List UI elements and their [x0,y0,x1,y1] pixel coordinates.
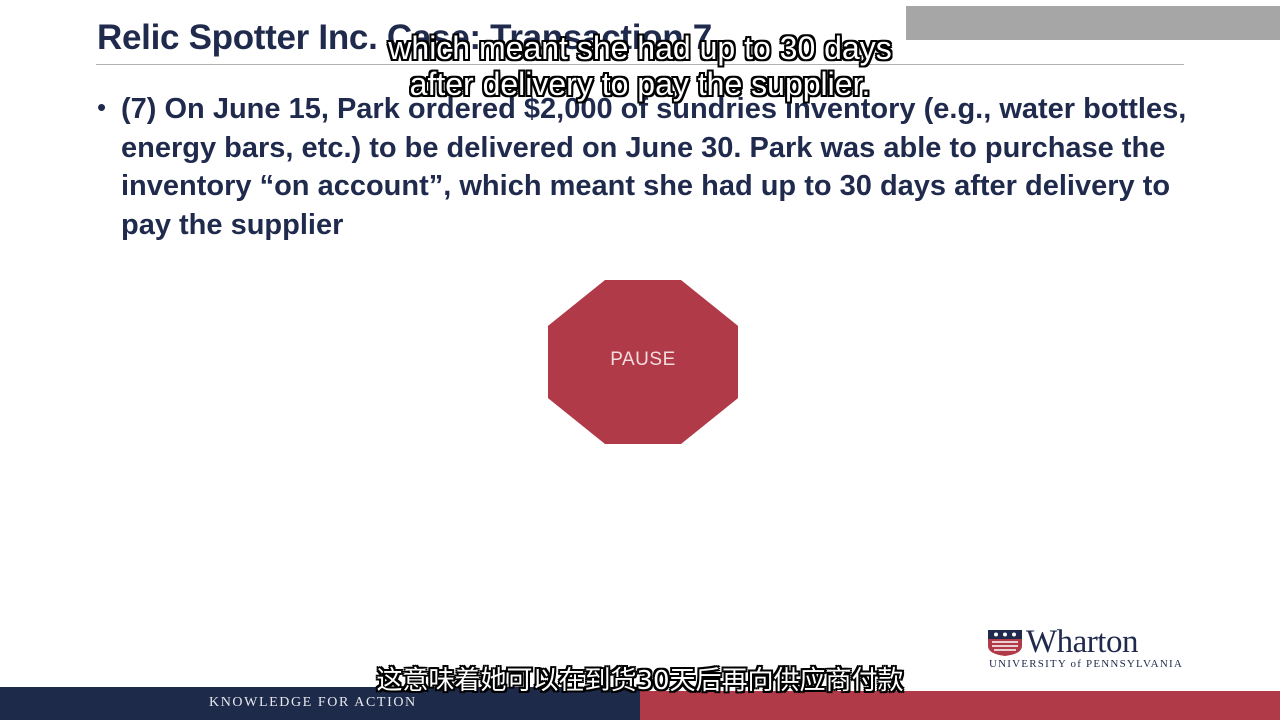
wharton-logo: Wharton UNIVERSITY of PENNSYLVANIA [988,624,1192,672]
bullet-marker: • [97,92,107,122]
footer-bar: KNOWLEDGE FOR ACTION [0,687,1280,720]
pause-label: PAUSE [610,349,676,370]
wharton-wordmark: Wharton [1026,624,1138,660]
english-subtitle-line-1: which meant she had up to 30 days [388,30,892,66]
english-subtitle: which meant she had up to 30 days after … [0,30,1280,102]
penn-shield-icon [988,630,1022,656]
upenn-wordmark: UNIVERSITY of PENNSYLVANIA [989,658,1183,670]
chinese-subtitle: 这意味着她可以在到货30天后再向供应商付款 [376,666,904,696]
slide-title: Relic Spotter Inc. Case: Transaction 7 [97,18,712,57]
english-subtitle-line-2: after delivery to pay the supplier. [409,66,871,102]
footer-tagline: KNOWLEDGE FOR ACTION [209,695,417,710]
footer-navy-panel [0,687,640,720]
title-divider [96,64,1184,65]
footer-red-panel [640,691,1280,720]
pause-stop-sign-icon: PAUSE [548,280,738,444]
video-overlay-band [906,6,1280,40]
bullet-text: (7) On June 15, Park ordered $2,000 of s… [121,93,1187,241]
